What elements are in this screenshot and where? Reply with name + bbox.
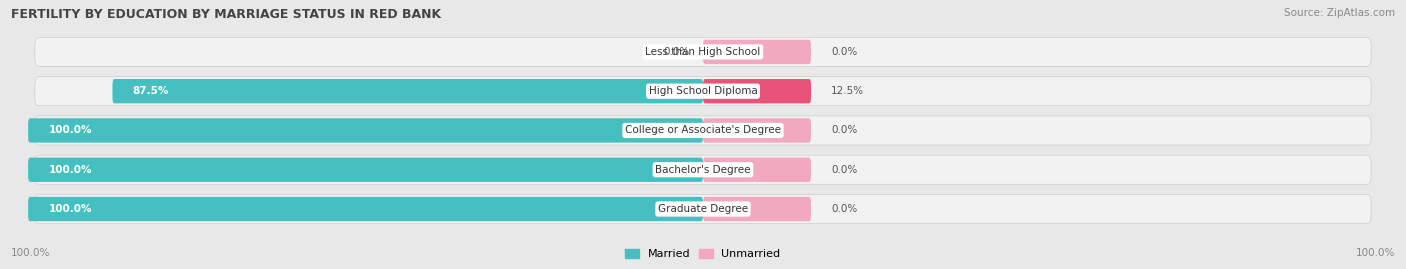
Text: College or Associate's Degree: College or Associate's Degree <box>626 125 780 136</box>
Text: High School Diploma: High School Diploma <box>648 86 758 96</box>
Text: 100.0%: 100.0% <box>48 165 91 175</box>
FancyBboxPatch shape <box>703 118 811 143</box>
Text: 0.0%: 0.0% <box>664 47 689 57</box>
FancyBboxPatch shape <box>28 158 703 182</box>
Text: 12.5%: 12.5% <box>831 86 865 96</box>
Text: 100.0%: 100.0% <box>48 204 91 214</box>
Text: 0.0%: 0.0% <box>831 47 858 57</box>
Text: Graduate Degree: Graduate Degree <box>658 204 748 214</box>
Text: 87.5%: 87.5% <box>132 86 169 96</box>
Text: 0.0%: 0.0% <box>831 165 858 175</box>
FancyBboxPatch shape <box>703 40 811 64</box>
Text: 100.0%: 100.0% <box>48 125 91 136</box>
FancyBboxPatch shape <box>112 79 703 103</box>
FancyBboxPatch shape <box>35 77 1371 106</box>
Legend: Married, Unmarried: Married, Unmarried <box>621 244 785 263</box>
FancyBboxPatch shape <box>35 155 1371 184</box>
Text: 0.0%: 0.0% <box>831 125 858 136</box>
FancyBboxPatch shape <box>35 116 1371 145</box>
FancyBboxPatch shape <box>35 37 1371 66</box>
Text: 100.0%: 100.0% <box>11 248 51 258</box>
Text: Bachelor's Degree: Bachelor's Degree <box>655 165 751 175</box>
FancyBboxPatch shape <box>28 197 703 221</box>
Text: FERTILITY BY EDUCATION BY MARRIAGE STATUS IN RED BANK: FERTILITY BY EDUCATION BY MARRIAGE STATU… <box>11 8 441 21</box>
FancyBboxPatch shape <box>703 197 811 221</box>
Text: Source: ZipAtlas.com: Source: ZipAtlas.com <box>1284 8 1395 18</box>
Text: Less than High School: Less than High School <box>645 47 761 57</box>
FancyBboxPatch shape <box>35 194 1371 224</box>
Text: 0.0%: 0.0% <box>831 204 858 214</box>
Text: 100.0%: 100.0% <box>1355 248 1395 258</box>
FancyBboxPatch shape <box>703 79 811 103</box>
FancyBboxPatch shape <box>703 158 811 182</box>
FancyBboxPatch shape <box>28 118 703 143</box>
